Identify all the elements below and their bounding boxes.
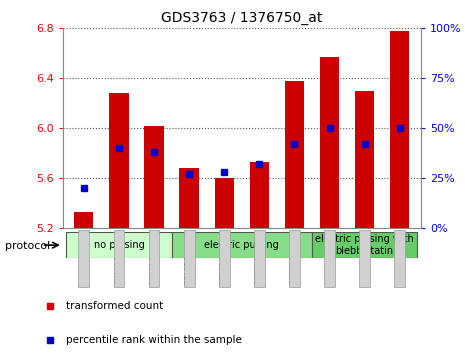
- Bar: [355, 91, 374, 228]
- Bar: [285, 81, 304, 228]
- Bar: [145, 126, 164, 228]
- Text: electric pulsing: electric pulsing: [205, 240, 279, 250]
- Text: protocol: protocol: [5, 241, 50, 251]
- Bar: [214, 178, 234, 228]
- Bar: [172, 232, 312, 258]
- Bar: [74, 212, 93, 228]
- Bar: [66, 232, 172, 258]
- Text: no pulsing: no pulsing: [93, 240, 144, 250]
- Bar: [250, 162, 269, 228]
- Title: GDS3763 / 1376750_at: GDS3763 / 1376750_at: [161, 11, 323, 24]
- Text: percentile rank within the sample: percentile rank within the sample: [66, 335, 242, 345]
- Bar: [312, 232, 417, 258]
- Bar: [179, 169, 199, 228]
- Text: electric pulsing with
blebbistatin: electric pulsing with blebbistatin: [315, 234, 414, 256]
- Bar: [109, 93, 129, 228]
- Bar: [390, 31, 409, 228]
- Text: transformed count: transformed count: [66, 301, 164, 311]
- Bar: [320, 57, 339, 228]
